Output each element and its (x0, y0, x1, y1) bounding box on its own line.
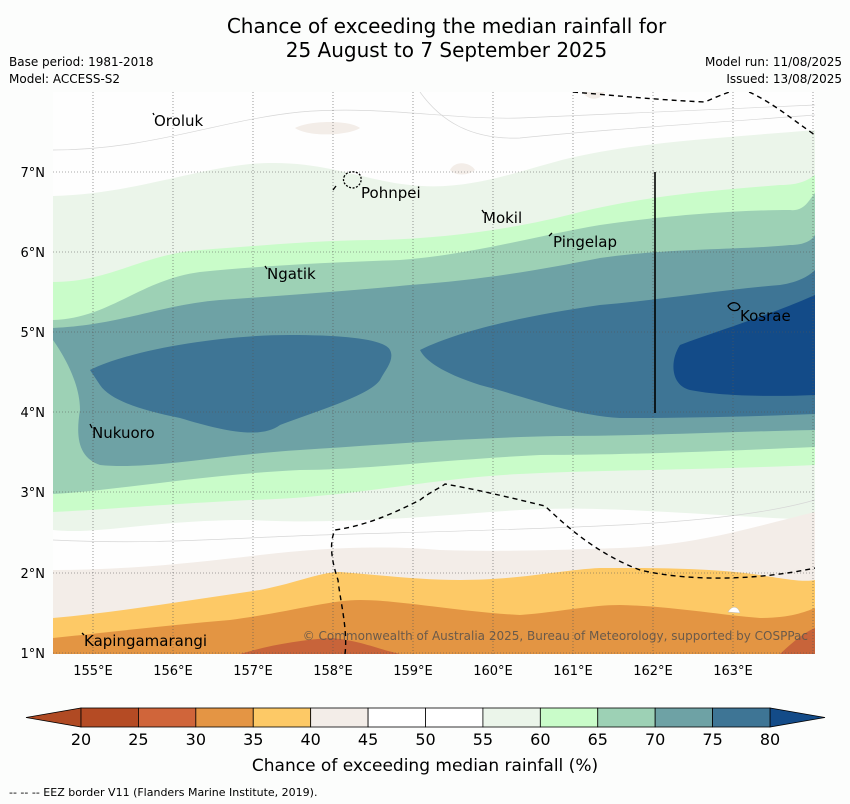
copyright-note: © Commonwealth of Australia 2025, Bureau… (303, 629, 808, 643)
label-ngatik: Ngatik (267, 265, 316, 283)
kapingamarangi-atoll (81, 632, 85, 636)
colorbar-ticks: 20 25 30 35 40 45 50 55 60 65 70 75 80 (71, 730, 780, 749)
colorbar-tick-label: 20 (71, 730, 91, 749)
colorbar-boxes (80, 707, 771, 728)
islands (81, 112, 741, 636)
colorbar-tick-label: 30 (186, 730, 206, 749)
mokil-atoll (481, 209, 485, 214)
band-35 (53, 600, 815, 654)
label-pohnpei: Pohnpei (361, 184, 421, 202)
colorbar-tick-label: 55 (473, 730, 493, 749)
colorbar-segment (138, 707, 197, 728)
model-run: Model run: 11/08/2025 (704, 55, 842, 69)
colorbar-segment (80, 707, 139, 728)
y-tick: 1°N (21, 647, 46, 662)
small-high-north (295, 92, 605, 135)
colorbar-segment (252, 707, 312, 728)
colorbar-segment (367, 707, 426, 728)
x-tick: 160°E (473, 664, 513, 679)
issued-date: Issued: 13/08/2025 (726, 72, 842, 86)
x-tick: 162°E (633, 664, 673, 679)
rainfall-map: Oroluk Pohnpei Mokil Pingelap Ngatik Kos… (53, 92, 815, 654)
y-tick: 3°N (21, 486, 46, 501)
colorbar-segment (654, 707, 713, 728)
colorbar-tick-label: 70 (645, 730, 665, 749)
title-line-2: 25 August to 7 September 2025 (285, 38, 608, 62)
colorbar-tick-label: 50 (415, 730, 435, 749)
label-oroluk: Oroluk (154, 112, 203, 130)
label-mokil: Mokil (483, 209, 522, 227)
x-tick: 159°E (393, 664, 433, 679)
colorbar-high-extend (769, 707, 826, 728)
colorbar-tick-label: 25 (128, 730, 148, 749)
x-tick: 161°E (553, 664, 593, 679)
colorbar-tick-label: 80 (760, 730, 780, 749)
y-tick: 5°N (21, 326, 46, 341)
colorbar-segment (195, 707, 254, 728)
x-tick: 157°E (233, 664, 273, 679)
kosrae-island (727, 302, 741, 312)
eez-footnote: -- -- -- EEZ border V11 (Flanders Marine… (9, 786, 318, 799)
x-tick: 156°E (153, 664, 193, 679)
band-75 (90, 270, 815, 433)
label-pingelap: Pingelap (553, 233, 617, 251)
colorbar-segment (712, 707, 771, 728)
colorbar-tick-label: 35 (243, 730, 263, 749)
colorbar-segment (539, 707, 599, 728)
x-tick: 155°E (73, 664, 113, 679)
map-title: Chance of exceeding the median rainfall … (0, 14, 850, 62)
gridlines (53, 92, 815, 654)
meta-right: Model run: 11/08/2025 Issued: 13/08/2025 (705, 54, 842, 88)
pingelap-atoll (548, 232, 553, 237)
contour-lines (53, 92, 815, 543)
x-tick: 163°E (713, 664, 753, 679)
colorbar-segment (597, 707, 656, 728)
label-kosrae: Kosrae (740, 307, 791, 325)
oroluk-atoll (152, 112, 155, 116)
y-tick: 2°N (21, 567, 46, 582)
colorbar-segment (482, 707, 541, 728)
colorbar: 20 25 30 35 40 45 50 55 60 65 70 75 80 (25, 707, 826, 749)
eez-borders (330, 92, 815, 654)
colorbar-tick-label: 40 (300, 730, 320, 749)
colorbar-tick-label: 75 (702, 730, 722, 749)
label-kapingamarangi: Kapingamarangi (84, 632, 207, 650)
meta-left: Base period: 1981-2018 Model: ACCESS-S2 (9, 54, 154, 88)
y-tick: 6°N (21, 246, 46, 261)
colorbar-tick-label: 60 (530, 730, 550, 749)
nukuoro-atoll (89, 423, 93, 429)
model-name: Model: ACCESS-S2 (9, 72, 121, 86)
title-line-1: Chance of exceeding the median rainfall … (226, 14, 667, 38)
small-high-center (450, 163, 475, 175)
colorbar-segment (425, 707, 484, 728)
label-nukuoro: Nukuoro (92, 424, 155, 442)
band-80 (673, 295, 815, 396)
band-30 (240, 628, 815, 654)
colorbar-segment (310, 707, 369, 728)
y-tick: 7°N (21, 166, 46, 181)
ngatik-atoll (264, 265, 268, 270)
y-axis-ticks: 7°N 6°N 5°N 4°N 3°N 2°N 1°N (21, 166, 46, 662)
colorbar-tick-label: 45 (358, 730, 378, 749)
colorbar-low-extend (25, 707, 82, 728)
x-tick: 158°E (313, 664, 353, 679)
base-period: Base period: 1981-2018 (9, 55, 154, 69)
x-axis-ticks: 155°E 156°E 157°E 158°E 159°E 160°E 161°… (73, 664, 753, 679)
colorbar-tick-label: 65 (588, 730, 608, 749)
colorbar-title: Chance of exceeding median rainfall (%) (251, 756, 599, 776)
y-tick: 4°N (21, 406, 46, 421)
